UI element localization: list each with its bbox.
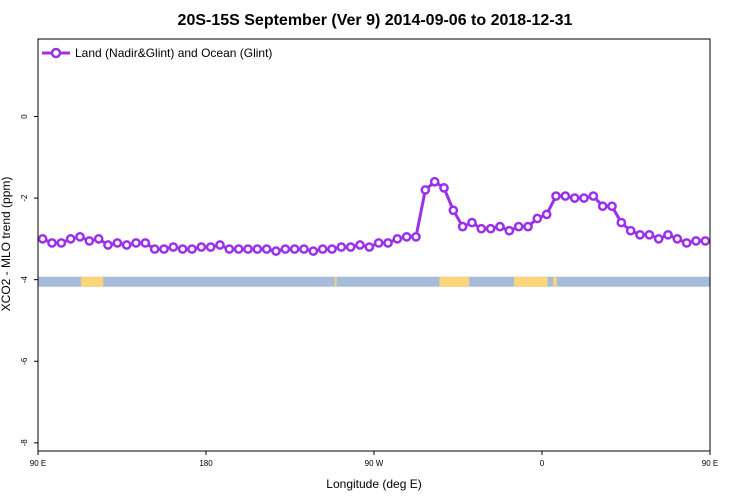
x-axis-label: Longitude (deg E) xyxy=(326,477,421,491)
data-point xyxy=(140,238,151,248)
data-point xyxy=(383,238,393,248)
data-point xyxy=(336,242,347,252)
data-point xyxy=(364,242,375,252)
legend: Land (Nadir&Glint) and Ocean (Glint) xyxy=(42,46,272,60)
data-point xyxy=(299,244,309,254)
series-layer xyxy=(37,176,711,256)
data-point xyxy=(681,238,692,248)
data-point xyxy=(289,244,300,254)
ocean-band xyxy=(38,276,710,287)
data-point xyxy=(56,238,67,248)
data-point xyxy=(196,242,207,252)
data-point xyxy=(177,244,188,254)
data-point xyxy=(205,242,216,252)
data-point xyxy=(411,231,421,242)
data-point xyxy=(280,244,291,254)
data-point xyxy=(345,242,356,252)
data-point xyxy=(243,244,253,254)
data-point xyxy=(271,246,281,256)
data-point xyxy=(476,223,487,234)
data-point xyxy=(392,234,403,244)
data-point xyxy=(579,193,589,203)
data-point xyxy=(84,236,95,246)
x-tick-label: 90 W xyxy=(365,459,384,468)
data-point xyxy=(47,238,57,248)
y-axis-label: XCO2 - MLO trend (ppm) xyxy=(0,177,13,312)
y-tick-label: -2 xyxy=(20,194,29,202)
data-point xyxy=(495,221,505,232)
y-axis: 0 -2 -4 -6 -8 xyxy=(20,114,38,447)
y-tick-label: 0 xyxy=(20,114,29,119)
y-tick-label: -8 xyxy=(20,439,29,447)
data-point xyxy=(504,225,515,236)
data-point xyxy=(644,229,655,240)
data-point xyxy=(168,242,179,252)
data-point xyxy=(121,240,132,250)
land-band xyxy=(439,276,470,287)
surface-strip xyxy=(38,276,710,287)
x-tick-label: 90 E xyxy=(30,459,46,468)
y-tick-label: -6 xyxy=(20,357,29,365)
data-point xyxy=(663,229,673,240)
data-point xyxy=(700,236,711,246)
data-point xyxy=(457,221,468,232)
data-point xyxy=(532,213,543,224)
data-point xyxy=(439,183,449,193)
data-point xyxy=(112,238,123,248)
land-band xyxy=(334,276,337,287)
data-point xyxy=(215,240,225,250)
data-point xyxy=(541,209,552,220)
data-point xyxy=(355,240,365,250)
x-tick-label: 180 xyxy=(199,459,213,468)
data-point xyxy=(159,244,169,254)
data-point xyxy=(373,238,384,248)
x-tick-label: 0 xyxy=(540,459,545,468)
data-point xyxy=(448,205,459,216)
data-point xyxy=(420,185,431,195)
data-point xyxy=(75,231,85,242)
data-point xyxy=(65,234,76,244)
data-point xyxy=(513,221,524,232)
data-point xyxy=(308,246,319,256)
data-point xyxy=(429,176,440,187)
data-point xyxy=(317,244,328,254)
data-point xyxy=(523,221,533,232)
y-tick-label: -4 xyxy=(20,276,29,284)
data-point xyxy=(691,236,701,246)
data-point xyxy=(485,223,496,234)
data-point xyxy=(93,234,104,244)
data-point xyxy=(261,244,272,254)
legend-marker xyxy=(50,47,62,59)
x-axis: 90 E 180 90 W 0 90 E xyxy=(30,451,718,468)
data-point xyxy=(467,217,477,228)
data-point xyxy=(597,201,608,212)
legend-label: Land (Nadir&Glint) and Ocean (Glint) xyxy=(75,46,272,60)
data-point xyxy=(149,244,160,254)
land-band xyxy=(553,276,557,287)
data-point xyxy=(224,244,235,254)
data-point xyxy=(327,244,337,254)
data-point xyxy=(607,201,617,212)
x-tick-label: 90 E xyxy=(702,459,718,468)
data-point xyxy=(653,234,664,244)
data-point xyxy=(233,244,244,254)
data-point xyxy=(635,229,645,240)
data-point xyxy=(560,191,571,201)
data-point xyxy=(551,191,561,201)
data-point xyxy=(401,231,412,242)
data-point xyxy=(616,217,627,228)
data-point xyxy=(131,238,141,248)
data-point xyxy=(588,191,599,201)
data-point xyxy=(569,193,580,203)
data-point xyxy=(103,240,113,250)
data-point xyxy=(37,234,48,244)
land-band xyxy=(80,276,104,287)
data-point xyxy=(252,244,263,254)
chart-title: 20S-15S September (Ver 9) 2014-09-06 to … xyxy=(178,12,573,29)
data-point xyxy=(625,225,636,236)
data-point xyxy=(187,244,197,254)
land-band xyxy=(514,276,548,287)
data-point xyxy=(672,234,683,244)
